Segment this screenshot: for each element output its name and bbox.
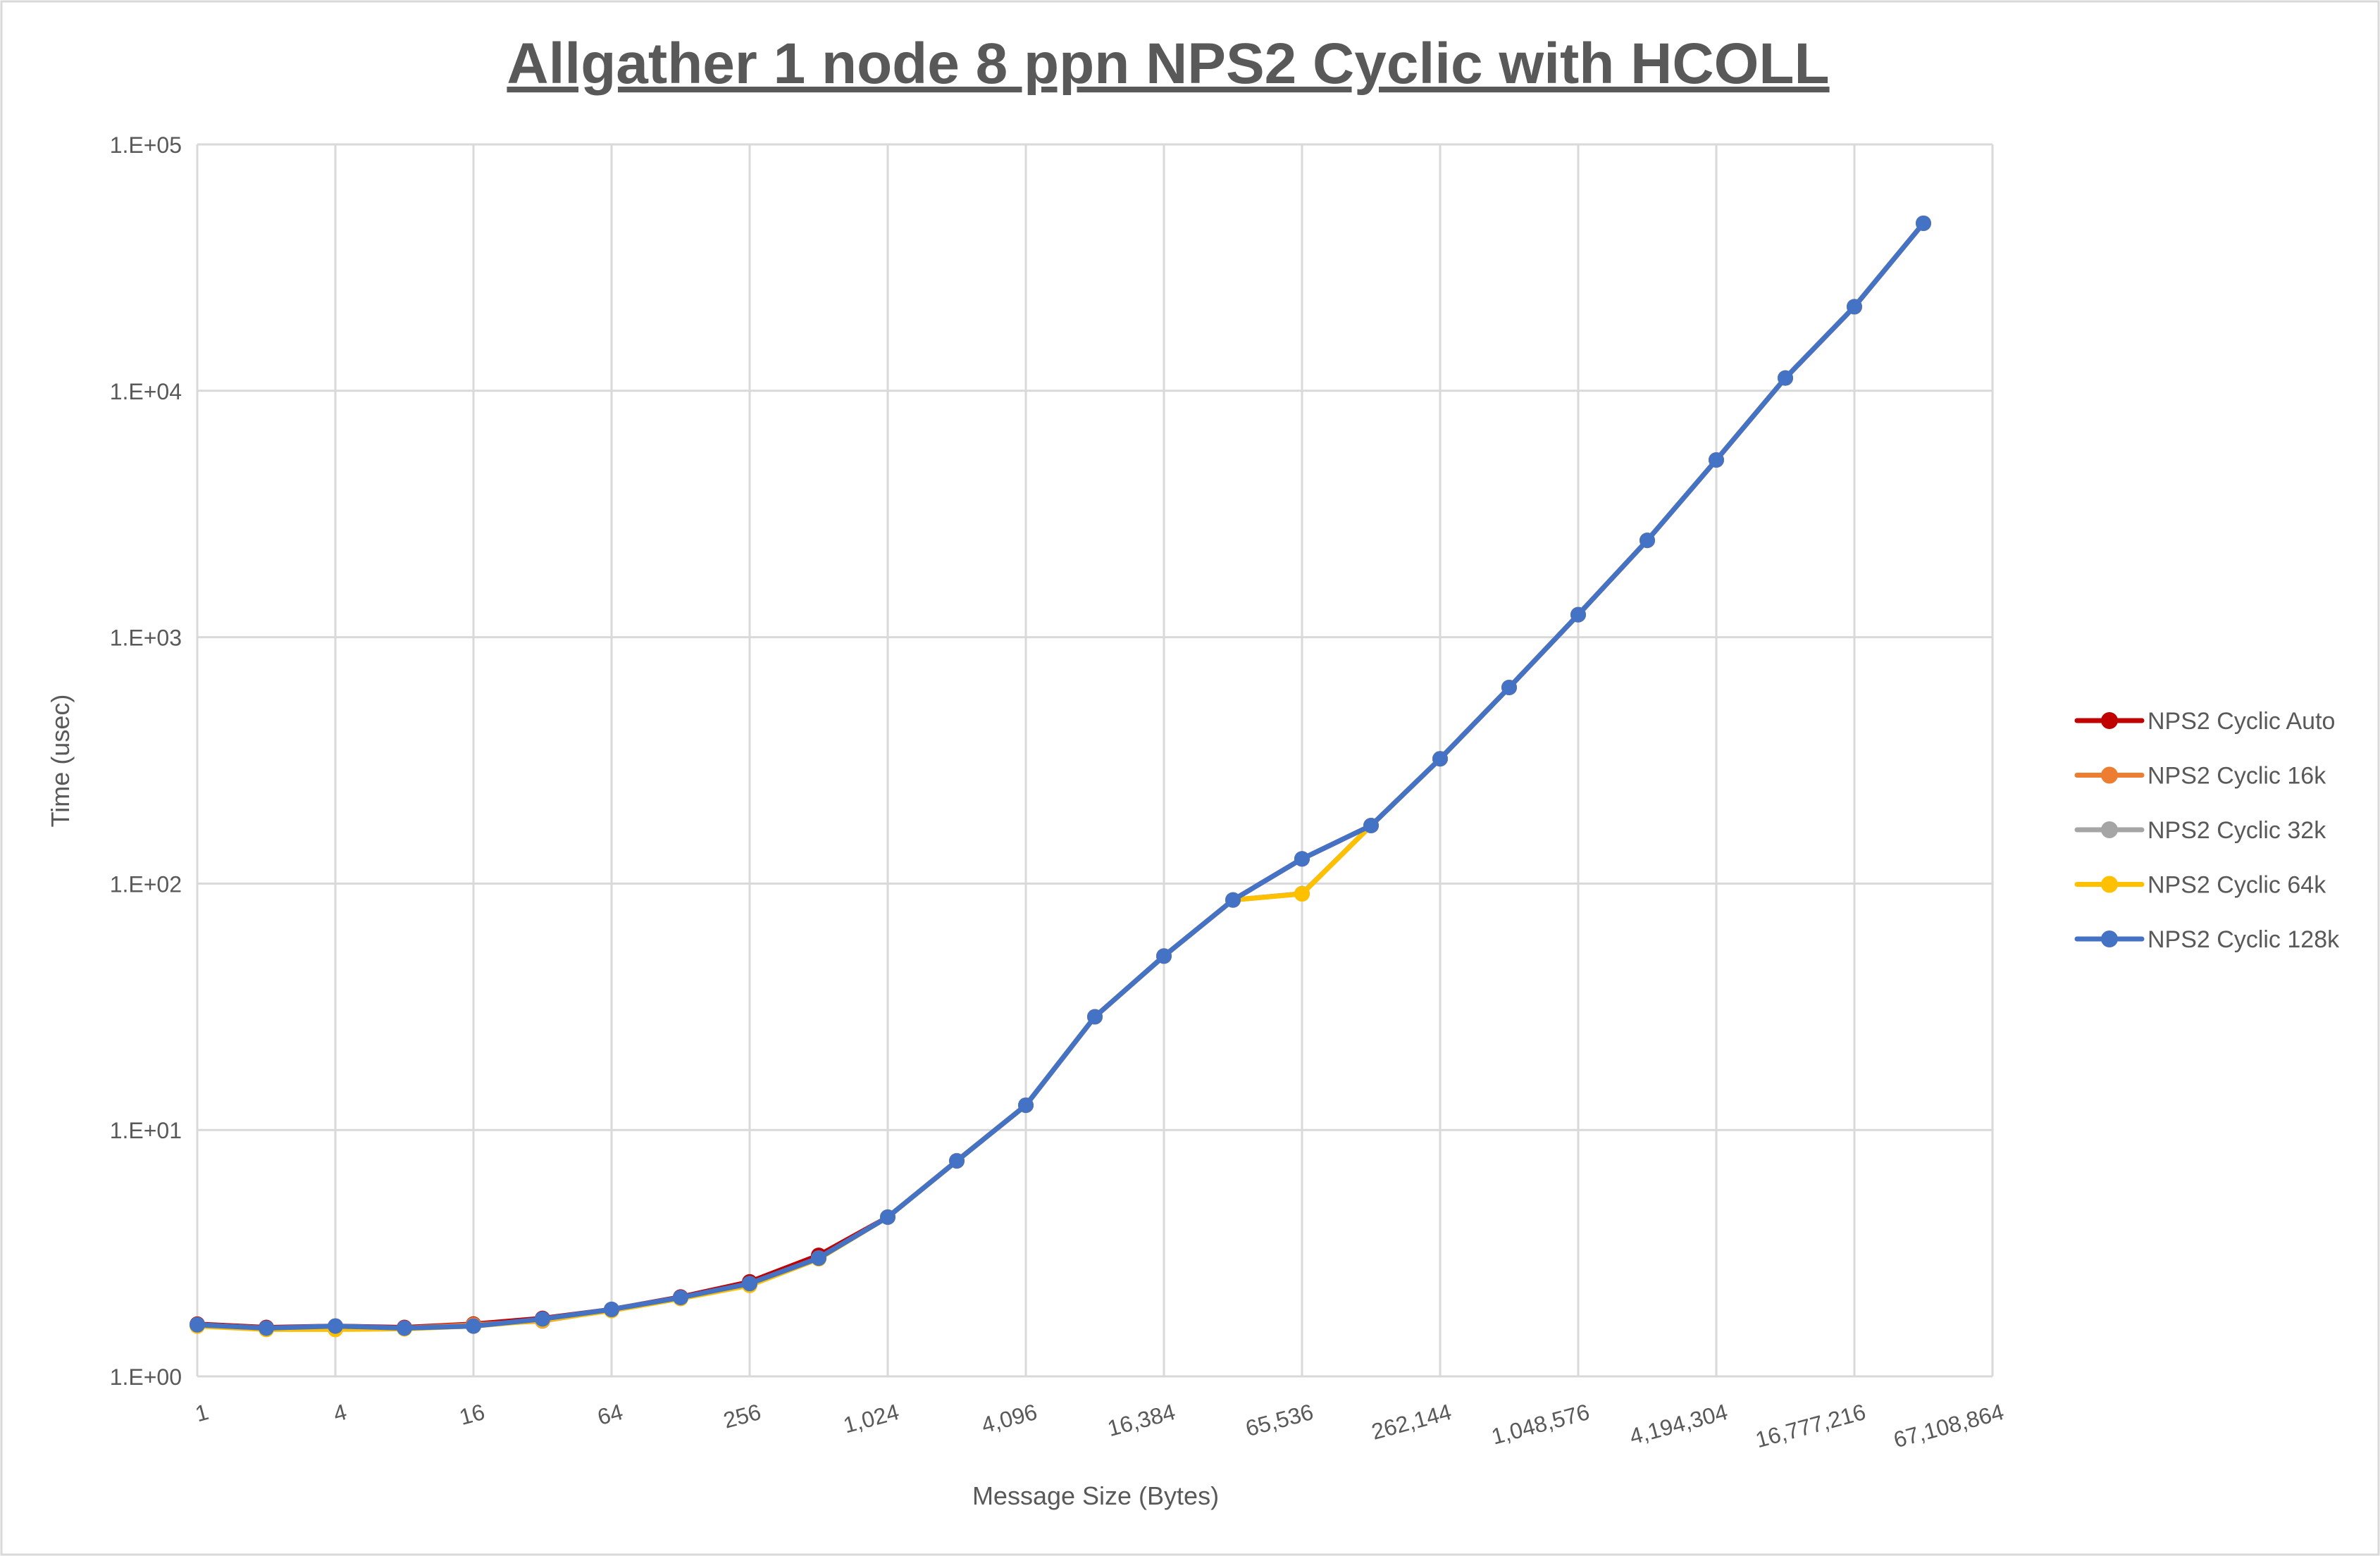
data-point (1294, 851, 1310, 867)
data-point (1018, 1097, 1034, 1114)
legend-item: NPS2 Cyclic 32k (2074, 817, 2326, 844)
chart-title: Allgather 1 node 8 ppn NPS2 Cyclic with … (507, 32, 1829, 96)
data-point (1363, 818, 1379, 834)
data-point (1916, 215, 1931, 231)
data-point (1778, 370, 1793, 386)
data-point (328, 1318, 343, 1334)
legend: NPS2 Cyclic Auto NPS2 Cyclic 16k NPS2 Cycl… (2074, 708, 2340, 953)
legend-dot-marker (2101, 766, 2118, 784)
y-axis-title: Time (usec) (46, 695, 75, 828)
legend-item: NPS2 Cyclic 16k (2074, 763, 2326, 790)
data-point (1225, 892, 1241, 908)
data-point (880, 1209, 895, 1225)
legend-item: NPS2 Cyclic Auto (2074, 708, 2335, 735)
data-point (190, 1317, 205, 1333)
data-point (1501, 680, 1517, 696)
data-point (1156, 948, 1172, 964)
data-point (742, 1276, 757, 1292)
data-point (259, 1320, 274, 1336)
data-point (604, 1301, 619, 1317)
data-point (1570, 606, 1586, 623)
y-tick-label: 1.E+00 (110, 1364, 182, 1390)
data-point (1294, 886, 1310, 902)
y-tick-labels: 1.E+00 1.E+01 1.E+02 1.E+03 1.E+04 1.E+05 (110, 132, 182, 1390)
data-point (1709, 452, 1724, 468)
legend-label: NPS2 Cyclic 128k (2147, 926, 2340, 953)
x-axis-title: Message Size (Bytes) (972, 1481, 1219, 1510)
grid (196, 143, 1994, 1378)
data-point (1087, 1009, 1103, 1025)
y-tick-label: 1.E+02 (110, 871, 182, 897)
y-tick-label: 1.E+04 (110, 379, 182, 404)
legend-label: NPS2 Cyclic Auto (2147, 708, 2335, 735)
legend-dot-marker (2101, 931, 2118, 947)
y-tick-label: 1.E+03 (110, 625, 182, 651)
legend-dot-marker (2101, 876, 2118, 893)
data-point (949, 1153, 965, 1169)
legend-dot-marker (2101, 821, 2118, 838)
series-line (197, 221, 1926, 1331)
legend-label: NPS2 Cyclic 16k (2147, 763, 2326, 790)
data-point (1847, 299, 1862, 315)
data-point (1640, 533, 1655, 549)
legend-item: NPS2 Cyclic 128k (2074, 926, 2340, 953)
series-nps2-cyclic-128k (190, 215, 1931, 1336)
data-point (673, 1290, 688, 1306)
legend-label: NPS2 Cyclic 64k (2147, 872, 2326, 899)
y-tick-label: 1.E+05 (110, 132, 182, 158)
legend-item: NPS2 Cyclic 64k (2074, 872, 2326, 899)
y-tick-label: 1.E+01 (110, 1118, 182, 1143)
data-point (466, 1318, 481, 1334)
data-point (811, 1250, 826, 1266)
legend-label: NPS2 Cyclic 32k (2147, 817, 2326, 844)
data-point (397, 1320, 412, 1336)
data-point (1432, 751, 1448, 767)
series-group (190, 215, 1931, 1338)
legend-dot-marker (2101, 712, 2118, 729)
data-point (535, 1311, 550, 1327)
